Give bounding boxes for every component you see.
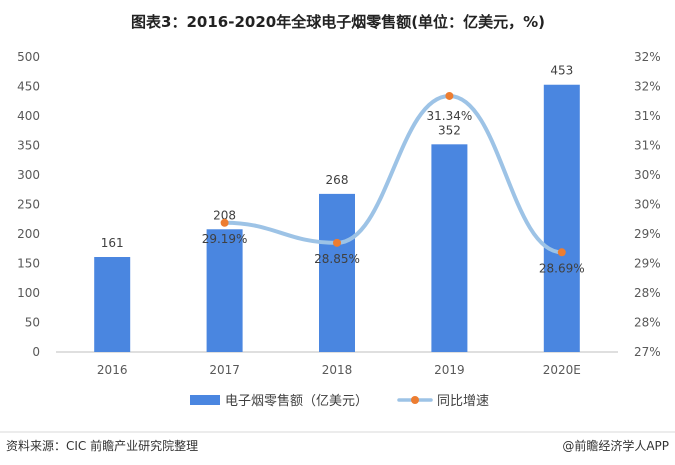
growth-value-label: 31.34%	[427, 109, 473, 123]
chart-title: 图表3：2016-2020年全球电子烟零售额(单位：亿美元，%)	[131, 13, 545, 31]
legend-line-label: 同比增速	[437, 394, 489, 409]
bar	[319, 193, 355, 352]
right-axis-tick-label: 29%	[634, 257, 661, 271]
left-axis-tick-label: 400	[17, 109, 40, 123]
bar-value-label: 268	[326, 173, 349, 187]
left-axis-tick-label: 100	[17, 286, 40, 300]
left-axis-tick-label: 200	[17, 227, 40, 241]
x-axis-tick-label: 2019	[434, 363, 465, 377]
left-axis-tick-label: 350	[17, 139, 40, 153]
x-axis-tick-label: 2020E	[543, 363, 581, 377]
bar	[431, 144, 468, 352]
legend-bar-swatch	[190, 395, 220, 405]
legend-line-marker	[411, 396, 419, 404]
growth-data-labels: 29.19% 28.85% 31.34% 28.69%	[202, 109, 585, 275]
brand-text: @前瞻经济学人APP	[562, 438, 669, 453]
right-axis-tick-label: 28%	[634, 316, 661, 330]
left-axis-tick-label: 300	[17, 168, 40, 182]
x-axis-tick-label: 2018	[322, 363, 353, 377]
bar-value-label: 208	[213, 208, 236, 222]
right-axis-tick-label: 31%	[634, 139, 661, 153]
growth-point	[333, 238, 341, 247]
x-axis-tick-label: 2016	[97, 363, 128, 377]
right-axis-tick-label: 30%	[634, 198, 661, 212]
growth-point	[445, 91, 454, 100]
right-axis-tick-label: 28%	[634, 286, 661, 300]
left-y-axis: 0 50 100 150 200 250 300 350 400 450 500	[17, 50, 40, 359]
left-axis-tick-label: 150	[17, 257, 40, 271]
legend-bar-label: 电子烟零售额（亿美元）	[225, 393, 368, 409]
bar	[543, 84, 580, 352]
right-axis-tick-label: 32%	[634, 50, 661, 64]
growth-point	[220, 218, 229, 227]
bar	[206, 229, 243, 352]
growth-value-label: 28.85%	[314, 252, 360, 266]
left-axis-tick-label: 250	[17, 198, 40, 212]
right-axis-tick-label: 29%	[634, 227, 661, 241]
bar-value-label: 453	[550, 64, 573, 78]
source-text: 资料来源：CIC 前瞻产业研究院整理	[6, 438, 198, 453]
growth-line-series	[220, 91, 566, 257]
bar-series	[94, 84, 580, 352]
right-axis-tick-label: 30%	[634, 168, 661, 182]
right-axis-tick-label: 32%	[634, 80, 661, 94]
x-axis-tick-label: 2017	[209, 363, 240, 377]
bar-value-label: 352	[438, 123, 461, 137]
right-axis-tick-label: 31%	[634, 109, 661, 123]
bar-data-labels: 161 208 268 352 453	[101, 64, 574, 250]
left-axis-tick-label: 0	[32, 345, 40, 359]
growth-value-label: 29.19%	[202, 232, 248, 246]
bar-value-label: 161	[101, 236, 124, 250]
right-y-axis: 27% 28% 28% 29% 29% 30% 30% 31% 31% 32% 32%	[634, 50, 661, 359]
left-axis-tick-label: 50	[25, 316, 40, 330]
growth-point	[557, 248, 566, 257]
x-axis: 2016 2017 2018 2019 2020E	[97, 363, 581, 377]
left-axis-tick-label: 450	[17, 80, 40, 94]
growth-line	[222, 93, 564, 255]
legend: 电子烟零售额（亿美元） 同比增速	[190, 393, 489, 409]
bar	[94, 257, 131, 352]
right-axis-tick-label: 27%	[634, 345, 661, 359]
growth-value-label: 28.69%	[539, 261, 585, 275]
left-axis-tick-label: 500	[17, 50, 40, 64]
